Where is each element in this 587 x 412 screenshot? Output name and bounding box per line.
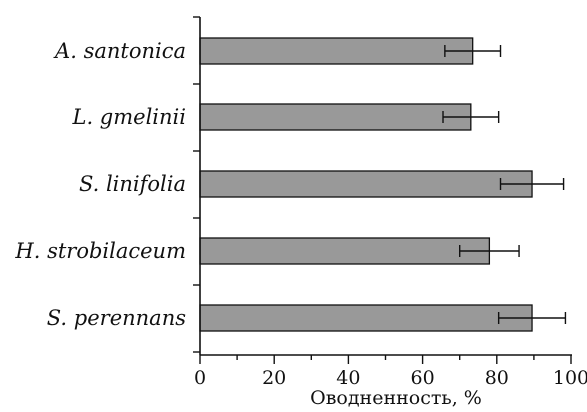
error-bar bbox=[459, 245, 520, 257]
category-label: S. linifolia bbox=[79, 172, 186, 196]
x-tick-label: 20 bbox=[262, 367, 286, 389]
x-tick-label: 0 bbox=[194, 367, 206, 389]
bar bbox=[199, 170, 533, 198]
category-label: A. santonica bbox=[53, 39, 186, 63]
bars-layer bbox=[199, 37, 533, 332]
bar bbox=[199, 304, 533, 332]
bar bbox=[199, 237, 491, 265]
bar bbox=[199, 37, 474, 65]
category-label: S. perennans bbox=[47, 306, 186, 330]
error-bar bbox=[444, 45, 502, 57]
error-bar bbox=[497, 312, 567, 324]
x-tick-label: 60 bbox=[411, 367, 435, 389]
x-tick-label: 80 bbox=[485, 367, 509, 389]
x-tick-label: 100 bbox=[553, 367, 587, 389]
category-label: L. gmelinii bbox=[72, 105, 186, 129]
category-label: H. strobilaceum bbox=[14, 239, 186, 263]
x-axis-title: Оводненность, % bbox=[310, 387, 482, 409]
error-bar bbox=[499, 178, 565, 190]
x-tick-label: 40 bbox=[336, 367, 360, 389]
bar bbox=[199, 103, 472, 131]
error-bars-layer bbox=[442, 45, 567, 324]
axes-layer bbox=[193, 16, 572, 364]
error-bar bbox=[442, 111, 500, 123]
labels-layer: A. santonica L. gmelinii S. linifolia H. st… bbox=[14, 39, 587, 389]
